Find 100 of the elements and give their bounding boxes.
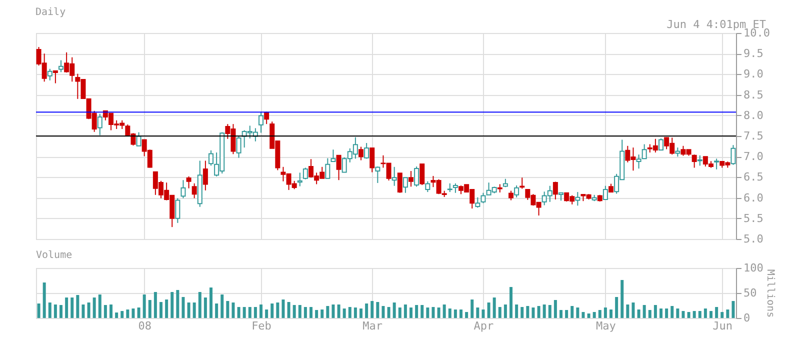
bar	[476, 308, 480, 318]
bar	[237, 307, 240, 318]
bar	[610, 310, 612, 318]
bar	[260, 304, 262, 318]
candlestick	[192, 182, 197, 199]
bar	[37, 304, 40, 318]
bar	[104, 305, 107, 318]
candlestick	[358, 146, 364, 161]
bar	[110, 304, 112, 318]
bar	[204, 298, 207, 318]
bar	[720, 312, 724, 318]
candlestick	[575, 192, 580, 206]
bar	[154, 292, 157, 318]
bar	[676, 308, 680, 318]
bar	[726, 310, 730, 318]
bar	[637, 310, 640, 318]
bar	[560, 310, 562, 318]
y-tick-label: 5.5	[744, 212, 764, 225]
bar	[410, 308, 412, 318]
candlestick	[520, 177, 525, 190]
y-axis-title: Millions	[764, 269, 776, 318]
candlestick	[364, 142, 370, 160]
bar	[487, 302, 490, 318]
bar	[426, 308, 430, 318]
bar	[82, 304, 85, 318]
bar	[232, 302, 235, 318]
bar	[492, 298, 496, 318]
bar	[382, 306, 385, 318]
bar	[570, 306, 574, 318]
bar	[732, 301, 735, 318]
candlestick	[658, 138, 664, 151]
bar	[54, 304, 57, 318]
bar	[360, 308, 362, 318]
bar	[598, 310, 602, 318]
bar	[454, 310, 457, 318]
y-tick-label: 6.5	[744, 170, 764, 184]
bar	[192, 302, 196, 318]
candlestick	[552, 181, 558, 200]
x-tick-label: Jun	[712, 320, 733, 332]
bar	[626, 304, 630, 318]
bar	[615, 297, 618, 318]
y-tick-label: 6.0	[744, 191, 764, 204]
bar	[587, 314, 590, 318]
bar	[87, 302, 90, 318]
candlestick	[425, 180, 430, 193]
bar	[415, 305, 418, 318]
bar	[365, 304, 368, 318]
bar	[304, 307, 307, 318]
bar	[132, 308, 135, 318]
candlestick	[58, 60, 64, 73]
candlestick	[675, 147, 680, 158]
candlestick	[47, 68, 52, 81]
bar	[670, 306, 674, 318]
bar	[326, 306, 330, 318]
bar	[182, 297, 185, 318]
y-tick-label: 8.5	[744, 88, 764, 102]
candlestick	[397, 172, 402, 194]
bar	[342, 308, 346, 318]
bar	[354, 308, 357, 318]
bar	[665, 308, 668, 318]
bar	[115, 312, 118, 318]
bar	[292, 305, 296, 318]
bar	[320, 310, 324, 318]
y-tick-label: 9.5	[744, 47, 764, 60]
bar	[215, 304, 218, 318]
x-tick-label: 08	[138, 320, 152, 332]
bar	[137, 308, 140, 318]
bar	[98, 294, 102, 318]
bar	[592, 312, 596, 318]
bar	[298, 305, 302, 318]
candlestick	[475, 196, 480, 208]
bar	[160, 302, 162, 318]
y-tick-label: 0	[744, 312, 750, 324]
bar	[370, 301, 374, 318]
y-tick-label: 8.0	[744, 108, 764, 122]
candlestick	[697, 154, 702, 166]
bar	[437, 308, 440, 318]
bar	[420, 305, 424, 318]
candlestick	[52, 70, 58, 84]
bar	[165, 300, 168, 318]
bar	[287, 302, 290, 318]
bar	[387, 307, 390, 318]
y-tick-label: 7.5	[744, 130, 764, 142]
bar	[654, 305, 657, 318]
bar	[554, 300, 557, 318]
candlestick	[97, 113, 102, 136]
bar	[392, 302, 396, 318]
chart-title: Volume	[36, 250, 72, 261]
candlestick	[325, 158, 330, 179]
bar	[460, 310, 462, 318]
candlestick	[375, 166, 380, 184]
candlestick	[136, 132, 142, 146]
bar	[170, 292, 174, 318]
bar	[310, 307, 312, 318]
candlestick	[692, 154, 697, 168]
bar	[510, 287, 512, 318]
bar	[404, 304, 407, 318]
y-tick-label: 9.0	[744, 68, 764, 81]
bar	[715, 307, 718, 318]
x-tick-label: Mar	[362, 320, 383, 332]
